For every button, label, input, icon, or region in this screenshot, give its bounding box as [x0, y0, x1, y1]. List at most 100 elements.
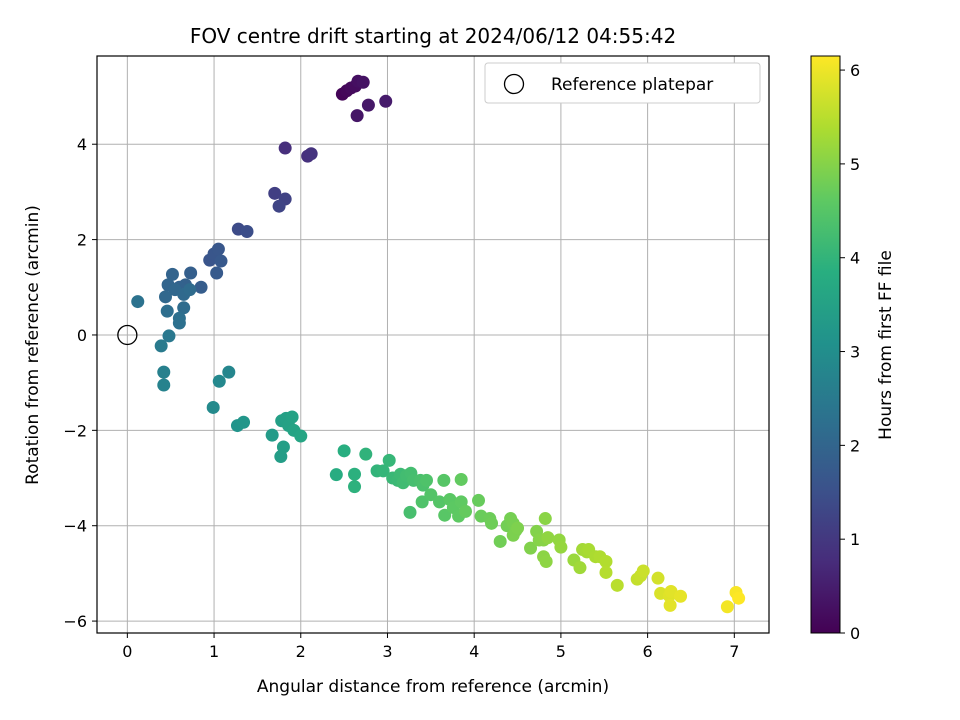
- scatter-point: [539, 554, 553, 568]
- x-tick-label: 2: [296, 642, 306, 661]
- scatter-point: [493, 534, 507, 548]
- reference-marker-group: [117, 324, 138, 346]
- scatter-point: [610, 578, 624, 592]
- x-tick-label: 4: [469, 642, 479, 661]
- scatter-point: [154, 339, 168, 353]
- colorbar-tick-label: 0: [850, 624, 860, 643]
- colorbar-tick-label: 2: [850, 436, 860, 455]
- scatter-point: [212, 374, 226, 388]
- scatter-point: [350, 109, 364, 123]
- scatter-point: [438, 508, 452, 522]
- scatter-point: [433, 495, 447, 509]
- scatter-point: [524, 541, 538, 555]
- scatter-point: [172, 316, 186, 330]
- colorbar-tick-label: 4: [850, 249, 860, 268]
- scatter-point: [361, 98, 375, 112]
- scatter-point: [194, 280, 208, 294]
- colorbar-tick-label: 1: [850, 530, 860, 549]
- scatter-point: [348, 480, 362, 494]
- x-tick-label: 5: [556, 642, 566, 661]
- scatter-point: [206, 400, 220, 414]
- legend: Reference platepar: [484, 62, 761, 104]
- scatter-point: [359, 447, 373, 461]
- scatter-point: [419, 473, 433, 487]
- x-tick-label: 3: [382, 642, 392, 661]
- scatter-point: [573, 561, 587, 575]
- plot-frame: [96, 55, 770, 634]
- scatter-point: [415, 495, 429, 509]
- y-tick-label: 0: [77, 326, 87, 345]
- scatter-point: [240, 224, 254, 238]
- x-axis-label: Angular distance from reference (arcmin): [257, 677, 609, 697]
- scatter-point: [165, 267, 179, 281]
- scatter-point: [183, 283, 197, 297]
- scatter-point: [424, 488, 438, 502]
- colorbar-tick-label: 5: [850, 155, 860, 174]
- x-tick-label: 1: [209, 642, 219, 661]
- scatter-points: [131, 74, 746, 614]
- colorbar: [810, 55, 841, 634]
- scatter-point: [214, 254, 228, 268]
- scatter-point: [160, 304, 174, 318]
- x-tick-label: 6: [643, 642, 653, 661]
- scatter-point: [337, 444, 351, 458]
- scatter-point: [599, 554, 613, 568]
- scatter-point: [382, 453, 396, 467]
- scatter-point: [651, 571, 665, 585]
- gridlines: [97, 56, 769, 633]
- scatter-point: [554, 540, 568, 554]
- legend-entry-reference: Reference platepar: [551, 75, 713, 95]
- legend-reference-marker: [503, 73, 525, 95]
- scatter-point: [674, 589, 688, 603]
- scatter-point: [265, 428, 279, 442]
- scatter-point: [285, 410, 299, 424]
- scatter-point: [732, 591, 746, 605]
- scatter-point: [272, 199, 286, 213]
- scatter-point: [329, 468, 343, 482]
- scatter-point: [157, 378, 171, 392]
- scatter-point: [159, 290, 173, 304]
- scatter-point: [268, 186, 282, 200]
- x-tick-label: 0: [122, 642, 132, 661]
- scatter-point: [356, 75, 370, 89]
- colorbar-tick-label: 3: [850, 343, 860, 362]
- scatter-point: [131, 295, 145, 309]
- reference-marker: [117, 324, 138, 346]
- scatter-point: [454, 472, 468, 486]
- scatter-point: [222, 365, 236, 379]
- scatter-point: [663, 598, 677, 612]
- scatter-point: [485, 516, 499, 530]
- colorbar-ticks: 0 1 2 3 4 5 6: [840, 61, 860, 643]
- scatter-point: [541, 531, 555, 545]
- x-axis-ticks: 0 1 2 3 4 5 6 7: [122, 633, 739, 661]
- y-tick-label: −6: [63, 612, 87, 631]
- y-tick-label: −2: [63, 421, 87, 440]
- y-tick-label: −4: [63, 517, 87, 536]
- scatter-point: [403, 505, 417, 519]
- scatter-point: [348, 467, 362, 481]
- scatter-point: [379, 94, 393, 108]
- scatter-point: [304, 147, 318, 161]
- colorbar-label: Hours from first FF file: [876, 250, 896, 440]
- scatter-point: [276, 440, 290, 454]
- scatter-point: [599, 565, 613, 579]
- scatter-point: [376, 464, 390, 478]
- scatter-point: [162, 329, 176, 343]
- scatter-point: [278, 141, 292, 155]
- scatter-point: [459, 504, 473, 518]
- scatter-point: [211, 242, 225, 256]
- scatter-point: [720, 600, 734, 614]
- scatter-point: [437, 473, 451, 487]
- scatter-point: [184, 266, 198, 280]
- scatter-point: [177, 301, 191, 315]
- y-axis-label: Rotation from reference (arcmin): [23, 205, 43, 485]
- y-axis-ticks: −6 −4 −2 0 2 4: [63, 135, 97, 631]
- scatter-point: [511, 521, 525, 535]
- scatter-point: [294, 429, 308, 443]
- scatter-point: [636, 564, 650, 578]
- scatter-point: [210, 266, 224, 280]
- x-tick-label: 7: [729, 642, 739, 661]
- scatter-point: [157, 365, 171, 379]
- y-tick-label: 4: [77, 135, 87, 154]
